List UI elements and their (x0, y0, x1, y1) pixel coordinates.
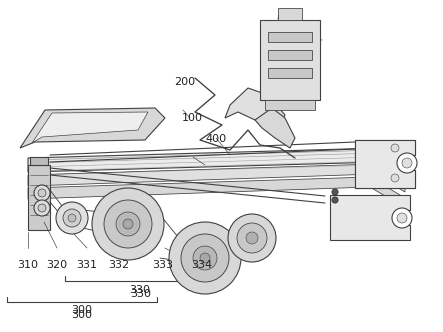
Circle shape (34, 200, 50, 216)
Circle shape (397, 153, 417, 173)
Polygon shape (20, 108, 165, 148)
Text: 100: 100 (182, 113, 203, 123)
Polygon shape (28, 165, 50, 230)
Circle shape (56, 202, 88, 234)
Polygon shape (28, 164, 405, 192)
Circle shape (246, 232, 258, 244)
Polygon shape (260, 20, 320, 100)
Circle shape (116, 212, 140, 236)
Polygon shape (255, 108, 295, 148)
Circle shape (391, 174, 399, 182)
Text: 310: 310 (17, 260, 38, 270)
Circle shape (38, 189, 46, 197)
Text: 334: 334 (191, 260, 212, 270)
Circle shape (237, 223, 267, 253)
Polygon shape (268, 68, 312, 78)
Circle shape (92, 188, 164, 260)
Circle shape (397, 213, 407, 223)
Circle shape (193, 246, 217, 270)
Polygon shape (268, 32, 312, 42)
Polygon shape (28, 148, 408, 178)
Circle shape (228, 214, 276, 262)
Circle shape (391, 144, 399, 152)
Circle shape (63, 209, 81, 227)
Text: 400: 400 (206, 134, 227, 144)
Text: 332: 332 (108, 260, 129, 270)
Text: 330: 330 (130, 289, 151, 299)
Text: 333: 333 (152, 260, 174, 270)
Polygon shape (28, 177, 400, 205)
Circle shape (34, 185, 50, 201)
Circle shape (104, 200, 152, 248)
Polygon shape (330, 195, 410, 240)
Text: 331: 331 (76, 260, 97, 270)
Circle shape (123, 219, 133, 229)
Circle shape (392, 208, 412, 228)
Circle shape (332, 197, 338, 203)
Text: 330: 330 (129, 285, 150, 294)
Text: 600: 600 (276, 14, 298, 24)
Circle shape (68, 214, 76, 222)
Circle shape (332, 189, 338, 195)
Polygon shape (32, 112, 148, 143)
Circle shape (402, 158, 412, 168)
Polygon shape (268, 50, 312, 60)
Circle shape (181, 234, 229, 282)
Polygon shape (265, 100, 315, 110)
Text: 200: 200 (175, 77, 196, 87)
Text: 300: 300 (71, 310, 93, 320)
Circle shape (38, 204, 46, 212)
Polygon shape (355, 140, 415, 188)
Text: 320: 320 (46, 260, 67, 270)
Circle shape (200, 253, 210, 263)
Text: 300: 300 (71, 305, 93, 315)
Polygon shape (278, 8, 302, 20)
Polygon shape (30, 157, 48, 165)
Polygon shape (225, 88, 285, 128)
Circle shape (169, 222, 241, 294)
